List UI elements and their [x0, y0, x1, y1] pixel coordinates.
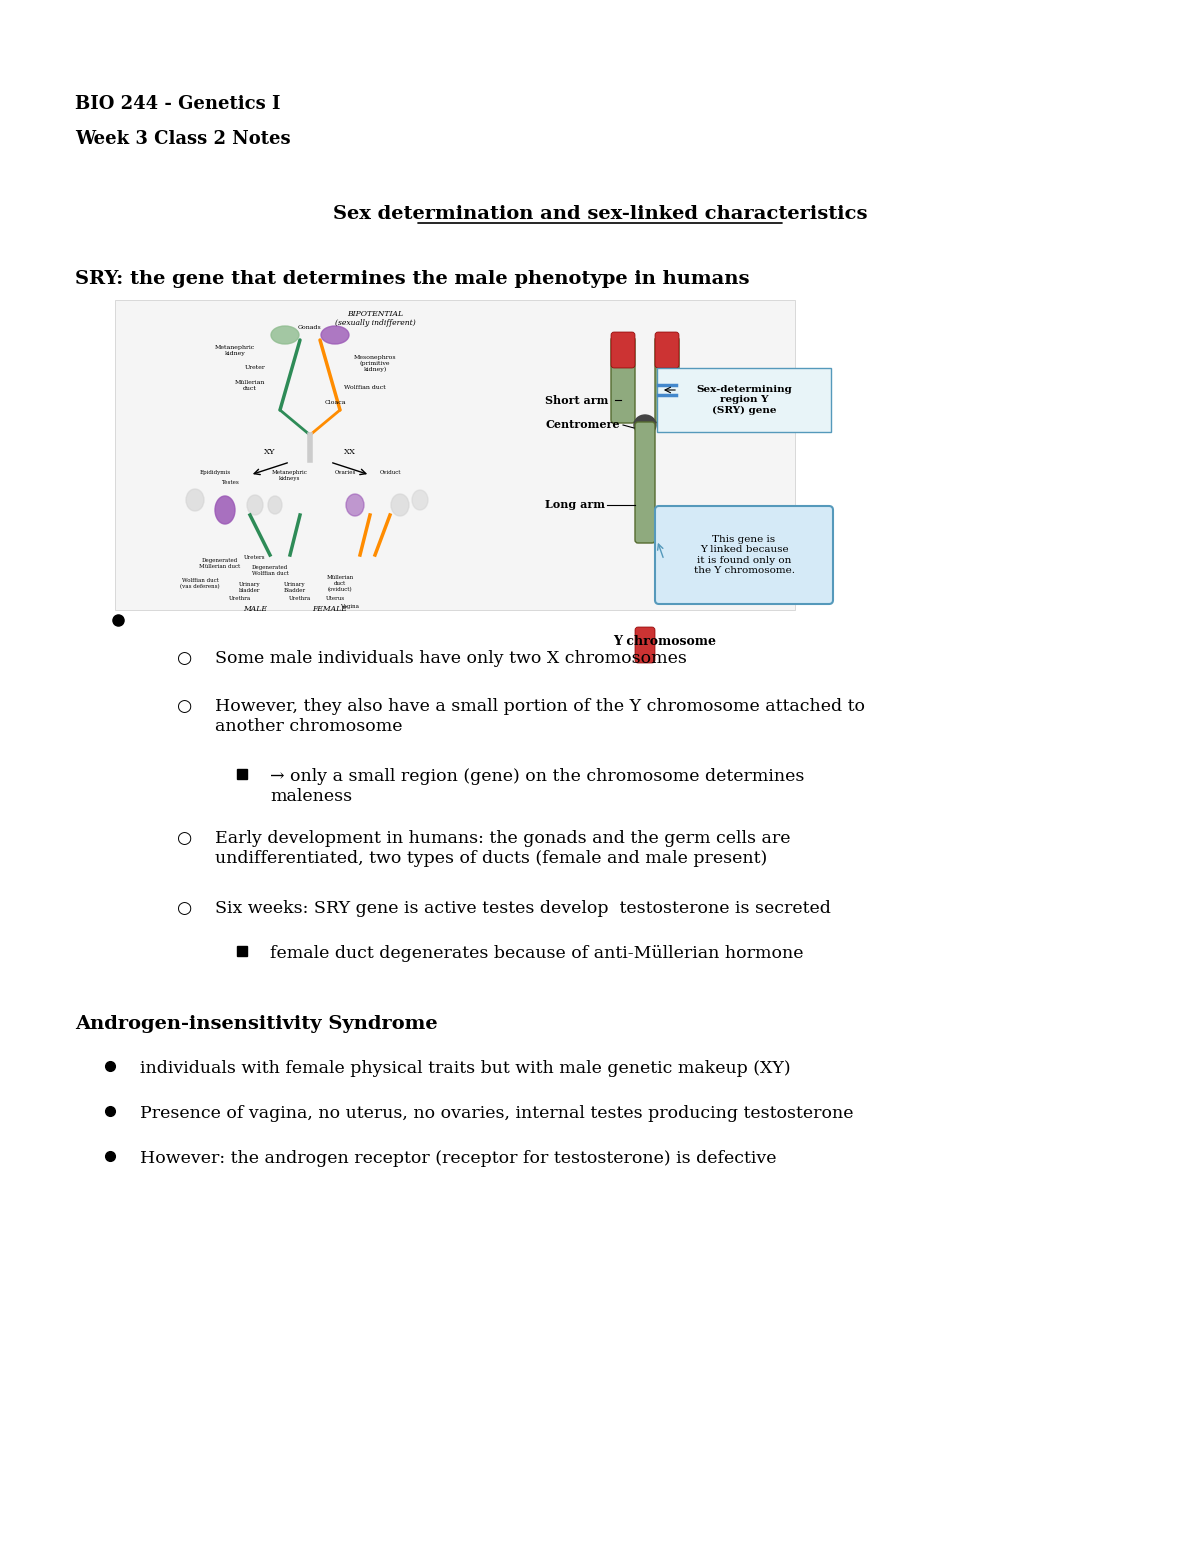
Text: Ureter: Ureter: [245, 365, 265, 370]
Text: Androgen-insensitivity Syndrome: Androgen-insensitivity Syndrome: [74, 1016, 438, 1033]
Text: Müllerian
duct
(oviduct): Müllerian duct (oviduct): [326, 575, 354, 592]
Text: FEMALE: FEMALE: [312, 606, 348, 613]
Text: Six weeks: SRY gene is active testes develop  testosterone is secreted: Six weeks: SRY gene is active testes dev…: [215, 901, 830, 916]
Text: Urinary
bladder: Urinary bladder: [239, 582, 260, 593]
Text: Early development in humans: the gonads and the germ cells are
undifferentiated,: Early development in humans: the gonads …: [215, 829, 791, 867]
Text: Ureters: Ureters: [245, 554, 265, 561]
Text: However, they also have a small portion of the Y chromosome attached to
another : However, they also have a small portion …: [215, 697, 865, 735]
Text: Uterus: Uterus: [325, 596, 344, 601]
FancyBboxPatch shape: [635, 627, 655, 663]
Ellipse shape: [346, 494, 364, 516]
Text: Y chromosome: Y chromosome: [613, 635, 716, 648]
Text: Epididymis: Epididymis: [199, 471, 230, 475]
Text: Cloaca: Cloaca: [324, 401, 346, 405]
Text: Presence of vagina, no uterus, no ovaries, internal testes producing testosteron: Presence of vagina, no uterus, no ovarie…: [140, 1106, 853, 1121]
Text: This gene is
Y linked because
it is found only on
the Y chromosome.: This gene is Y linked because it is foun…: [694, 534, 794, 575]
Text: Urethra: Urethra: [289, 596, 311, 601]
Text: ○: ○: [178, 829, 192, 846]
Text: ○: ○: [178, 651, 192, 666]
Ellipse shape: [268, 495, 282, 514]
Text: → only a small region (gene) on the chromosome determines
maleness: → only a small region (gene) on the chro…: [270, 769, 804, 804]
Text: Metanephric
kidney: Metanephric kidney: [215, 345, 256, 356]
Text: Müllerian
duct: Müllerian duct: [235, 380, 265, 391]
Text: Degenerated
Wolffian duct: Degenerated Wolffian duct: [252, 565, 288, 576]
FancyBboxPatch shape: [115, 300, 796, 610]
Text: female duct degenerates because of anti-Müllerian hormone: female duct degenerates because of anti-…: [270, 944, 804, 961]
FancyBboxPatch shape: [611, 337, 635, 422]
Text: Long arm: Long arm: [545, 500, 605, 511]
FancyBboxPatch shape: [658, 368, 830, 432]
Text: Vagina: Vagina: [341, 604, 360, 609]
Text: Ovaries: Ovaries: [335, 471, 355, 475]
FancyBboxPatch shape: [655, 337, 679, 422]
FancyBboxPatch shape: [611, 332, 635, 368]
Text: SRY: the gene that determines the male phenotype in humans: SRY: the gene that determines the male p…: [74, 270, 750, 287]
Text: Week 3 Class 2 Notes: Week 3 Class 2 Notes: [74, 130, 290, 148]
Text: Degenerated
Müllerian duct: Degenerated Müllerian duct: [199, 558, 241, 568]
Ellipse shape: [634, 415, 656, 435]
Text: BIO 244 - Genetics I: BIO 244 - Genetics I: [74, 95, 281, 113]
Text: Sex-determining
region Y
(SRY) gene: Sex-determining region Y (SRY) gene: [696, 385, 792, 415]
Ellipse shape: [215, 495, 235, 523]
Text: ○: ○: [178, 901, 192, 916]
Text: Urethra: Urethra: [229, 596, 251, 601]
Text: MALE: MALE: [242, 606, 266, 613]
Text: Centromere: Centromere: [545, 419, 619, 430]
FancyBboxPatch shape: [655, 506, 833, 604]
Text: Metanephric
kidneys: Metanephric kidneys: [272, 471, 308, 481]
Ellipse shape: [247, 495, 263, 516]
Text: Mesonephros
(primitive
kidney): Mesonephros (primitive kidney): [354, 356, 396, 373]
Text: Urinary
Bladder: Urinary Bladder: [284, 582, 306, 593]
Text: XY: XY: [264, 447, 276, 457]
Text: Some male individuals have only two X chromosomes: Some male individuals have only two X ch…: [215, 651, 686, 666]
Text: XX: XX: [344, 447, 356, 457]
Text: Wolffian duct
(vas deferens): Wolffian duct (vas deferens): [180, 578, 220, 589]
Text: Testes: Testes: [221, 480, 239, 485]
FancyBboxPatch shape: [655, 332, 679, 368]
Text: BIPOTENTIAL
(sexually indifferent): BIPOTENTIAL (sexually indifferent): [335, 311, 415, 328]
Ellipse shape: [322, 326, 349, 345]
Text: However: the androgen receptor (receptor for testosterone) is defective: However: the androgen receptor (receptor…: [140, 1151, 776, 1166]
Ellipse shape: [391, 494, 409, 516]
Text: Oviduct: Oviduct: [379, 471, 401, 475]
Text: individuals with female physical traits but with male genetic makeup (XY): individuals with female physical traits …: [140, 1061, 791, 1076]
Text: Short arm: Short arm: [545, 394, 608, 405]
Text: ○: ○: [178, 697, 192, 714]
FancyBboxPatch shape: [635, 422, 655, 544]
Text: Wolffian duct: Wolffian duct: [344, 385, 386, 390]
Ellipse shape: [271, 326, 299, 345]
Text: Sex determination and sex-linked characteristics: Sex determination and sex-linked charact…: [332, 205, 868, 224]
Ellipse shape: [412, 491, 428, 509]
Text: Gonads: Gonads: [298, 325, 322, 329]
Ellipse shape: [186, 489, 204, 511]
